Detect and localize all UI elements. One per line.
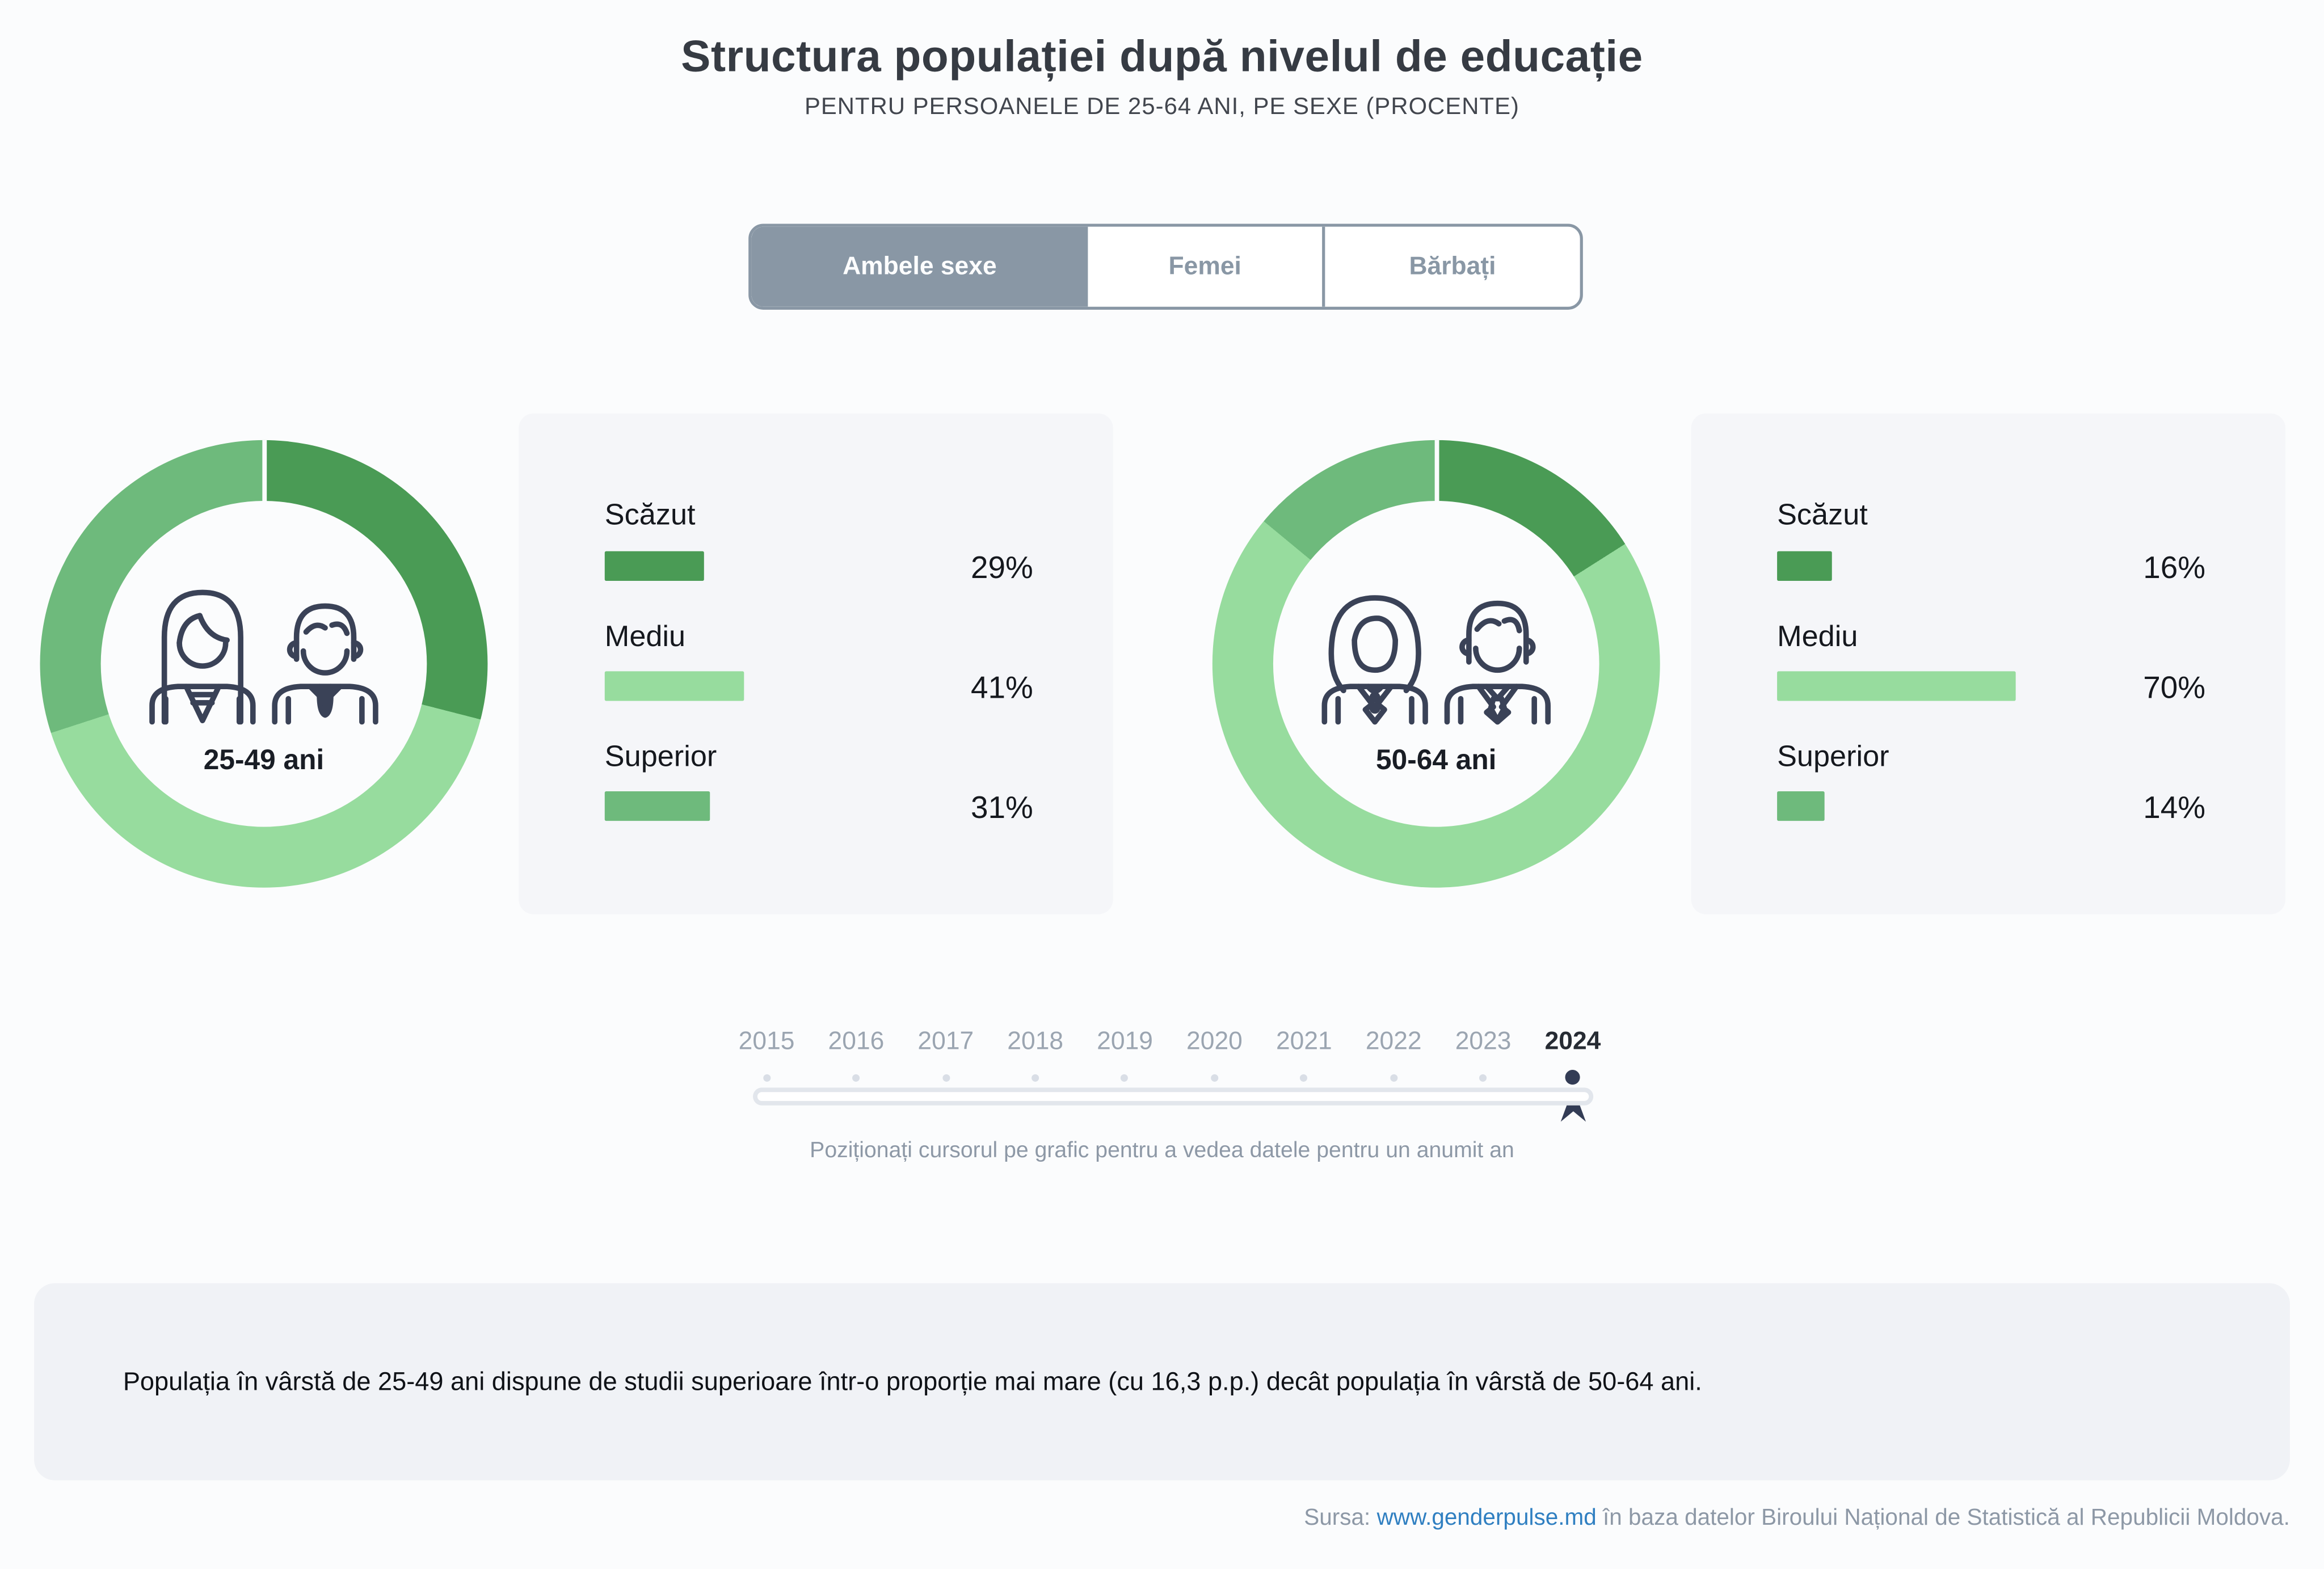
bar-label-superior: Superior [1777, 741, 1889, 774]
year-dot-2023[interactable] [1438, 1068, 1528, 1086]
tab-ambele-sexe[interactable]: Ambele sexe [751, 226, 1088, 307]
year-dot-2019[interactable] [1080, 1068, 1170, 1086]
bar-value-mediu: 41% [970, 671, 1033, 706]
bar-label-scazut: Scăzut [1777, 499, 1868, 532]
donut-chart-50-64[interactable]: 50-64 ani [1212, 440, 1660, 888]
bar-value-mediu: 70% [2143, 671, 2206, 706]
bar-label-mediu: Mediu [604, 621, 686, 653]
source-prefix: Sursa: [1304, 1505, 1371, 1531]
dot [1210, 1073, 1219, 1081]
year-slider-track[interactable] [753, 1087, 1594, 1106]
bar-scazut [604, 551, 704, 581]
insight-text: Populația în vârstă de 25-49 ani dispune… [123, 1366, 1702, 1396]
year-label-2023[interactable]: 2023 [1455, 1027, 1512, 1055]
slider-hint: Poziționați cursorul pe grafic pentru a … [810, 1138, 1514, 1163]
tab-femei[interactable]: Femei [1088, 226, 1325, 307]
couple-25-49-icon [141, 556, 387, 725]
insight-box: Populația în vârstă de 25-49 ani dispune… [34, 1283, 2290, 1481]
bar-superior [604, 791, 711, 821]
bar-value-scazut: 29% [970, 551, 1033, 585]
year-dot-2017[interactable] [901, 1068, 991, 1086]
dot [852, 1073, 860, 1081]
year-dot-2024[interactable] [1528, 1068, 1618, 1122]
bar-value-superior: 31% [970, 791, 1033, 826]
donut-segment-divider [1434, 440, 1439, 504]
dot [1390, 1073, 1397, 1081]
year-label-2016[interactable]: 2016 [828, 1027, 885, 1055]
bar-label-superior: Superior [604, 741, 717, 774]
year-label-2015[interactable]: 2015 [738, 1027, 795, 1055]
donut-age-label: 25-49 ani [203, 745, 325, 777]
donut-segment-divider [262, 440, 266, 504]
dot [1300, 1073, 1308, 1081]
dot [1479, 1073, 1487, 1081]
bar-mediu [1777, 671, 2016, 701]
dot [1565, 1070, 1581, 1085]
dot [1121, 1073, 1129, 1081]
bars-panel-50-64: Scăzut 16% Mediu 70% Superior 14% [1691, 413, 2286, 914]
year-label-2017[interactable]: 2017 [917, 1027, 974, 1055]
year-dot-2018[interactable] [991, 1068, 1080, 1086]
page-title: Structura populației după nivelul de edu… [681, 32, 1643, 82]
source-line: Sursa: www.genderpulse.md în baza datelo… [1304, 1505, 2290, 1532]
year-label-2019[interactable]: 2019 [1097, 1027, 1153, 1055]
year-dot-2015[interactable] [722, 1068, 811, 1086]
bar-label-scazut: Scăzut [604, 499, 696, 532]
bar-value-superior: 14% [2143, 791, 2206, 826]
couple-50-64-icon [1313, 556, 1559, 725]
sex-tab-group: Ambele sexe Femei Bărbați [748, 223, 1583, 310]
year-labels: 2015 2016 2017 2018 2019 2020 2021 2022 2023 2024 [722, 1027, 1618, 1056]
bar-label-mediu: Mediu [1777, 621, 1858, 653]
year-dot-2022[interactable] [1349, 1068, 1438, 1086]
year-dot-2016[interactable] [811, 1068, 901, 1086]
dot [1032, 1073, 1039, 1081]
source-link[interactable]: www.genderpulse.md [1376, 1505, 1597, 1531]
dot [942, 1073, 950, 1081]
donut-chart-25-49[interactable]: 25-49 ani [40, 440, 488, 888]
donut-hole [1273, 500, 1599, 827]
bar-superior [1777, 791, 1825, 821]
bar-scazut [1777, 551, 1832, 581]
year-label-2018[interactable]: 2018 [1007, 1027, 1064, 1055]
year-label-2021[interactable]: 2021 [1275, 1027, 1332, 1055]
page-subtitle: PENTRU PERSOANELE DE 25-64 ANI, PE SEXE … [804, 95, 1519, 120]
year-label-2022[interactable]: 2022 [1365, 1027, 1422, 1055]
year-label-2020[interactable]: 2020 [1186, 1027, 1243, 1055]
bar-mediu [604, 671, 745, 701]
source-suffix: în baza datelor Biroului Național de Sta… [1603, 1505, 2290, 1531]
year-dot-2020[interactable] [1170, 1068, 1260, 1086]
bar-value-scazut: 16% [2143, 551, 2206, 585]
year-dot-2021[interactable] [1259, 1068, 1349, 1086]
donut-hole [100, 500, 427, 827]
donut-age-label: 50-64 ani [1376, 745, 1497, 777]
year-label-2024[interactable]: 2024 [1544, 1027, 1601, 1055]
bars-panel-25-49: Scăzut 29% Mediu 41% Superior 31% [519, 413, 1113, 914]
year-dots [722, 1068, 1618, 1122]
dot [763, 1073, 771, 1081]
tab-barbati[interactable]: Bărbați [1409, 252, 1496, 280]
